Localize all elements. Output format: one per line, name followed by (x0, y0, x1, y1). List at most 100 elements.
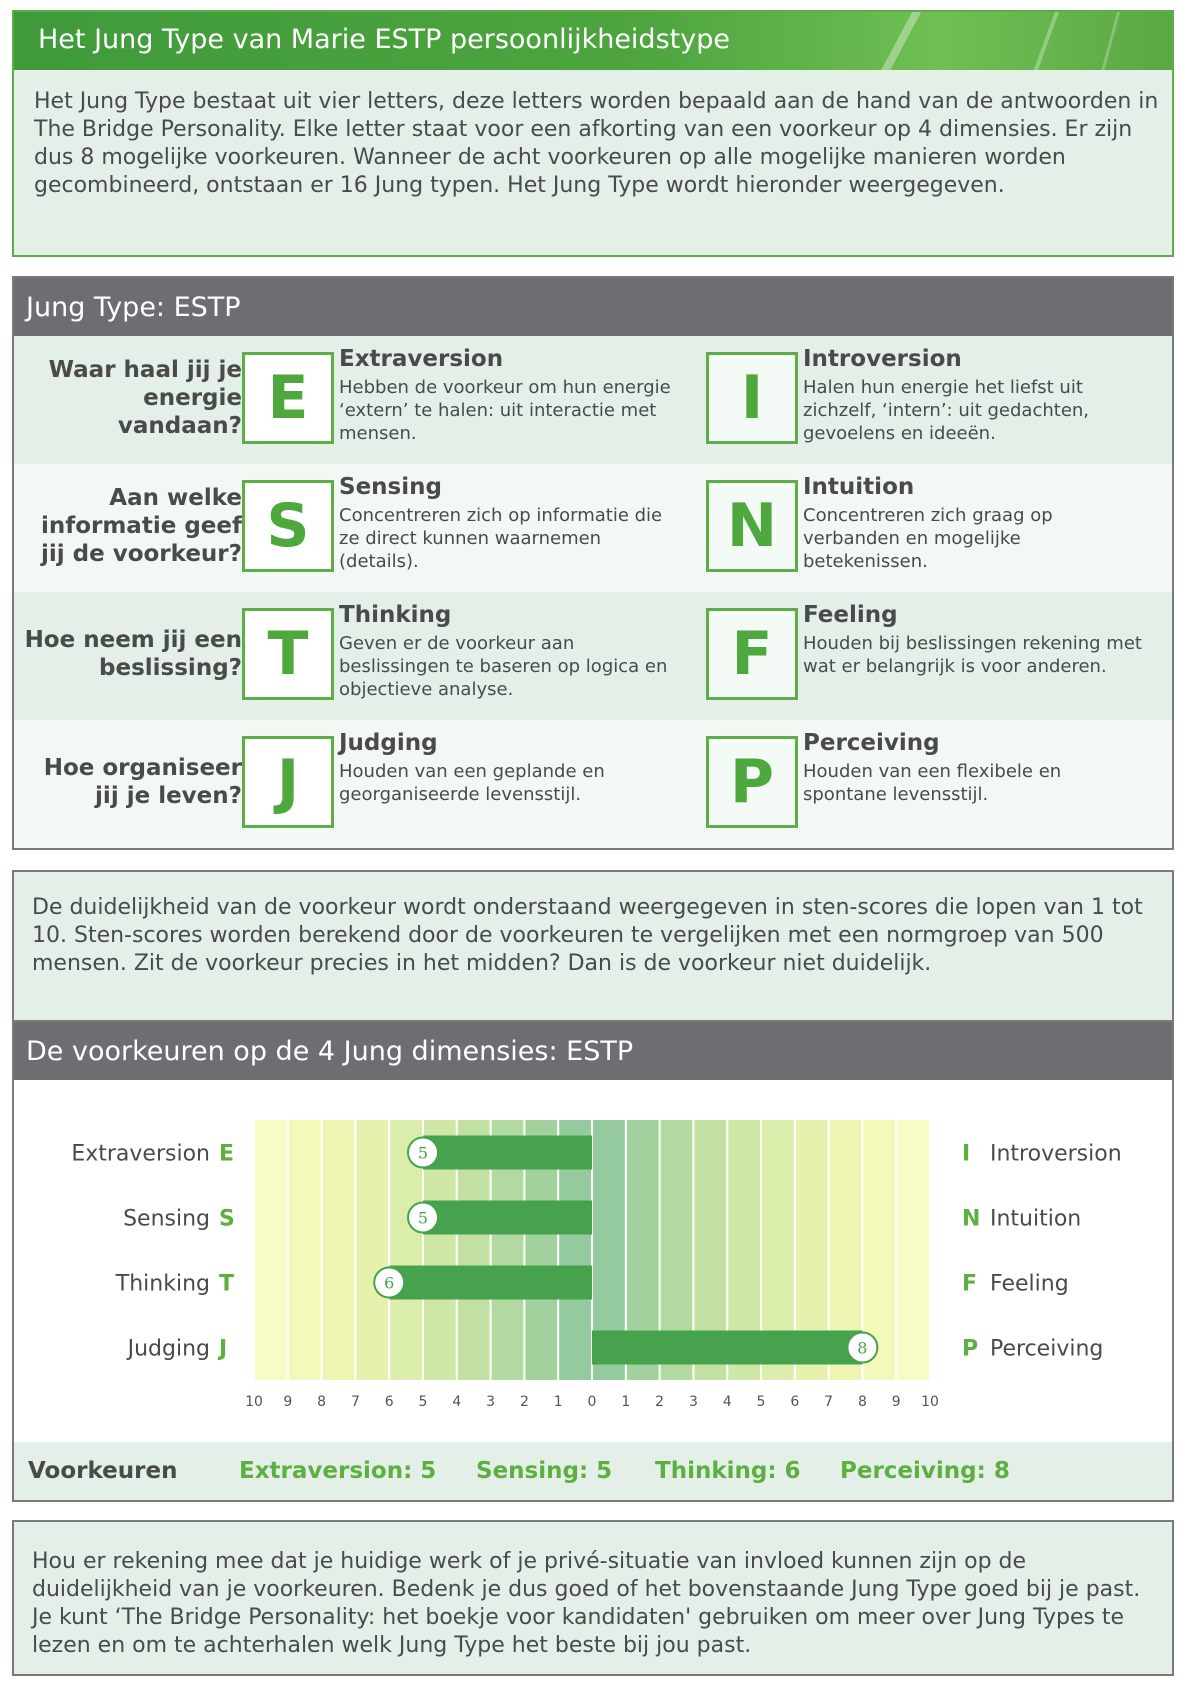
right-preference-name: Perceiving (990, 1337, 1103, 1362)
x-tick-label: 5 (757, 1394, 766, 1410)
x-tick-label: 9 (283, 1394, 292, 1410)
chart-band (254, 1120, 288, 1380)
bar-value-label: 5 (418, 1209, 428, 1228)
letter-box-t: T (242, 608, 334, 700)
x-tick-label: 9 (892, 1394, 901, 1410)
x-tick-label: 6 (385, 1394, 394, 1410)
x-tick-label: 4 (452, 1394, 461, 1410)
x-tick-label: 8 (317, 1394, 326, 1410)
left-preference-name: Sensing (123, 1207, 210, 1232)
chart-band (896, 1120, 930, 1380)
right-preference-name: Intuition (990, 1207, 1081, 1232)
intro-section: Het Jung Type van Marie ESTP persoonlijk… (12, 10, 1174, 257)
dimension-question: Hoe organiseer jij je leven? (43, 755, 242, 809)
x-tick-label: 2 (655, 1394, 664, 1410)
dimension-question: Hoe neem jij een beslissing? (24, 627, 242, 681)
preference-name: Perceiving (803, 730, 940, 756)
dimension-row-information: Aan welke informatie geef jij de voorkeu… (14, 464, 1172, 592)
preference-name: Feeling (803, 602, 898, 628)
x-tick-label: 3 (689, 1394, 698, 1410)
jung-type-section: Jung Type: ESTP Waar haal jij je energie… (12, 276, 1174, 850)
right-preference-name: Feeling (990, 1272, 1069, 1297)
x-tick-label: 7 (824, 1394, 833, 1410)
bar-value-marker (373, 1266, 406, 1299)
preferences-title: De voorkeuren op de 4 Jung dimensies: ES… (26, 1036, 634, 1067)
x-tick-label: 1 (621, 1394, 630, 1410)
bar-value-marker (846, 1331, 879, 1364)
preference-name: Introversion (803, 346, 962, 372)
x-tick-label: 3 (486, 1394, 495, 1410)
x-tick-label: 7 (351, 1394, 360, 1410)
preference-name: Thinking (339, 602, 452, 628)
preferences-label: Voorkeuren (28, 1458, 178, 1484)
left-preference-name: Judging (126, 1337, 210, 1362)
left-preference-letter: T (219, 1272, 234, 1297)
preference-name: Judging (339, 730, 438, 756)
x-tick-label: 10 (245, 1394, 263, 1410)
preference-score-perceiving: Perceiving: 8 (840, 1458, 1010, 1484)
right-preference-letter: I (962, 1142, 970, 1167)
left-preference-name: Thinking (115, 1272, 210, 1297)
dimension-row-decision: Hoe neem jij een beslissing? T Thinking … (14, 592, 1172, 720)
x-tick-label: 2 (520, 1394, 529, 1410)
intro-text[interactable]: Het Jung Type bestaat uit vier letters, … (34, 89, 1159, 198)
preference-score-sensing: Sensing: 5 (476, 1458, 613, 1484)
note-text: Hou er rekening mee dat je huidige werk … (32, 1549, 1141, 1658)
right-preference-letter: N (962, 1207, 980, 1232)
preference-score-extraversion: Extraversion: 5 (239, 1458, 437, 1484)
left-preference-name: Extraversion (71, 1142, 210, 1167)
preference-score-thinking: Thinking: 6 (655, 1458, 801, 1484)
left-preference-letter: J (217, 1337, 227, 1362)
bar-value-label: 8 (857, 1339, 867, 1358)
preference-description: Concentreren zich graag op verbanden en … (803, 505, 1053, 572)
bar-value-label: 5 (418, 1144, 428, 1163)
jung-type-header: Jung Type: ESTP (14, 278, 1172, 336)
right-preference-name: Introversion (990, 1142, 1122, 1167)
preference-description: Hebben de voorkeur om hun energie ‘exter… (339, 377, 671, 444)
bar-value-marker (407, 1136, 439, 1169)
jung-type-title: Jung Type: ESTP (26, 292, 241, 323)
x-tick-label: 1 (554, 1394, 563, 1410)
x-tick-label: 5 (419, 1394, 428, 1410)
chart-bar (592, 1330, 863, 1365)
preference-description: Houden van een flexibele en spontane lev… (803, 761, 1062, 805)
x-tick-label: 0 (588, 1394, 597, 1410)
bar-value-marker (407, 1201, 439, 1234)
letter-box-n: N (706, 480, 798, 572)
dimension-row-lifestyle: Hoe organiseer jij je leven? J Judging H… (14, 720, 1172, 848)
dimension-question: Waar haal jij je energie vandaan? (48, 357, 242, 439)
intro-header: Het Jung Type van Marie ESTP persoonlijk… (14, 12, 1172, 70)
chart-band (287, 1120, 322, 1380)
sten-score-section: De duidelijkheid van de voorkeur wordt o… (12, 870, 1174, 1030)
x-tick-label: 4 (723, 1394, 732, 1410)
preference-description: Halen hun energie het liefst uit zichzel… (803, 377, 1090, 444)
preferences-section: De voorkeuren op de 4 Jung dimensies: ES… (12, 1020, 1174, 1502)
letter-box-p: P (706, 736, 798, 828)
dimension-row-energy: Waar haal jij je energie vandaan? E Extr… (14, 336, 1172, 464)
sten-explanation: De duidelijkheid van de voorkeur wordt o… (32, 895, 1143, 976)
chart-bar (423, 1200, 592, 1235)
preference-name: Intuition (803, 474, 915, 500)
x-tick-label: 8 (858, 1394, 867, 1410)
letter-box-j: J (242, 736, 334, 828)
letter-box-f: F (706, 608, 798, 700)
letter-box-e: E (242, 352, 334, 444)
preference-description: Houden van een geplande en georganiseerd… (339, 761, 605, 805)
letter-box-i: I (706, 352, 798, 444)
chart-bar (389, 1265, 592, 1300)
chart-bar (423, 1135, 592, 1170)
header-decoration (1096, 12, 1125, 70)
header-decoration (868, 12, 928, 70)
preferences-footer: Voorkeuren Extraversion: 5 Sensing: 5 Th… (14, 1442, 1172, 1500)
preference-description: Concentreren zich op informatie die ze d… (339, 505, 663, 572)
left-preference-letter: S (219, 1207, 235, 1232)
x-tick-label: 6 (790, 1394, 799, 1410)
dimension-question: Aan welke informatie geef jij de voorkeu… (40, 485, 242, 567)
chart-band (321, 1120, 356, 1380)
intro-title: Het Jung Type van Marie ESTP persoonlijk… (38, 24, 730, 55)
preference-description: Geven er de voorkeur aan beslissingen te… (339, 633, 668, 700)
preference-description: Houden bij beslissingen rekening met wat… (803, 633, 1142, 677)
left-preference-letter: E (219, 1142, 234, 1167)
note-section: Hou er rekening mee dat je huidige werk … (12, 1520, 1174, 1676)
